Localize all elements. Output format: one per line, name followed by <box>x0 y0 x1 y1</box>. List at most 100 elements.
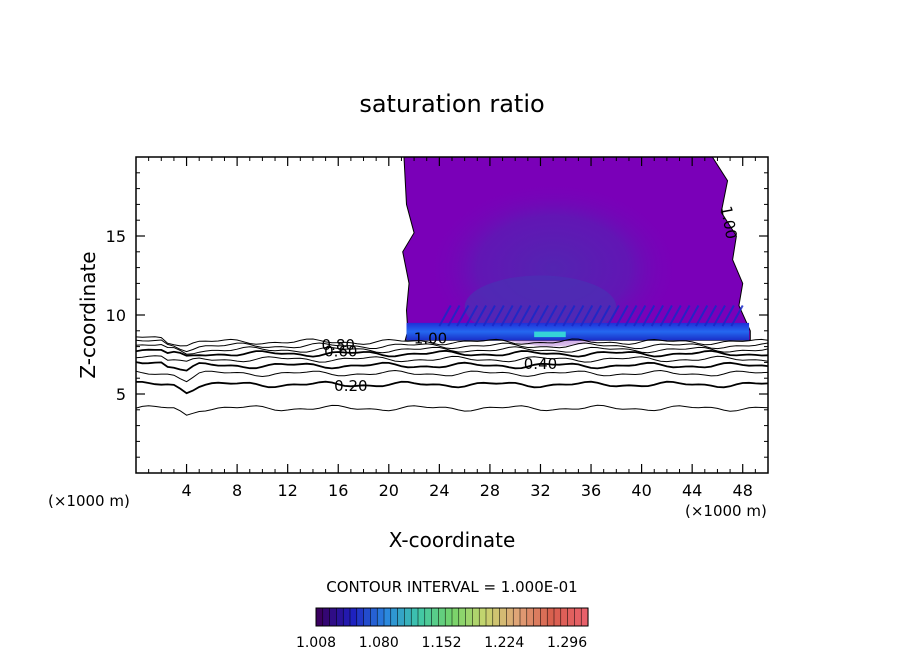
colorbar-swatch <box>472 607 480 627</box>
cloud-streak <box>571 305 585 327</box>
cloud-streak <box>721 305 735 327</box>
colorbar-swatch <box>485 607 494 627</box>
contour-label: 0.40 <box>524 355 557 373</box>
cloud-streak <box>668 305 682 327</box>
cloud-streak <box>544 305 558 327</box>
x-tick-label: 48 <box>733 481 753 500</box>
cloud-streak <box>588 305 603 327</box>
colorbar-swatch <box>458 607 467 627</box>
colorbar-swatch <box>349 607 358 627</box>
colorbar-swatch <box>383 607 392 627</box>
colorbar-swatch <box>322 607 331 627</box>
cloud-streak <box>509 305 523 327</box>
cloud-streak <box>659 305 673 327</box>
colorbar <box>315 607 589 627</box>
cloud-base-band <box>406 322 750 341</box>
contour-label: 0.60 <box>324 342 357 360</box>
cloud-streak <box>633 305 647 327</box>
colorbar-frame <box>315 607 589 627</box>
cloud-streak <box>465 305 479 327</box>
colorbar-swatch <box>567 607 575 627</box>
colorbar-swatch <box>397 607 405 627</box>
colorbar-swatch <box>574 607 582 627</box>
colorbar-swatch <box>417 607 426 627</box>
cloud-streak <box>518 305 532 327</box>
contour-label: 0.20 <box>334 377 367 395</box>
colorbar-swatch <box>553 607 562 627</box>
contour-lines <box>136 336 768 416</box>
contour-line <box>136 369 768 383</box>
colorbar-swatch <box>465 607 473 627</box>
contour-line <box>136 404 768 416</box>
contour-line <box>136 336 768 347</box>
colorbar-swatch <box>424 607 433 627</box>
cloud-streak <box>615 305 629 327</box>
colorbar-swatch <box>410 607 419 627</box>
colorbar-swatch <box>329 607 337 627</box>
cloud-streak <box>695 305 709 327</box>
x-tick-label: 8 <box>232 481 242 500</box>
contour-labels: 0.20 0.40 0.600.80 1.00 1.00 <box>322 204 741 395</box>
cloud-streak <box>482 305 496 327</box>
y-tick-label: 15 <box>106 227 126 246</box>
x-tick-label: 12 <box>278 481 298 500</box>
contour-line <box>136 348 768 358</box>
x-tick-label: 4 <box>181 481 191 500</box>
plot-area <box>136 157 768 416</box>
colorbar-swatch <box>363 607 371 627</box>
colorbar-swatch <box>444 607 453 627</box>
y-tick-label: 5 <box>116 385 126 404</box>
colorbar-swatch <box>546 607 555 627</box>
colorbar-swatch <box>356 607 365 627</box>
cloud-streak <box>553 305 567 327</box>
chart-title: saturation ratio <box>359 90 544 118</box>
colorbar-swatch <box>404 607 412 627</box>
cloud-streak <box>730 305 744 327</box>
contour-label: 1.00 <box>414 330 447 348</box>
x-tick-label: 28 <box>480 481 500 500</box>
cloud-base-maximum <box>534 331 566 338</box>
saturated-region <box>402 157 751 347</box>
colorbar-swatch <box>560 607 569 627</box>
contour-line <box>136 343 768 355</box>
x-axis-ticks: 4 8 12 16 20 24 28 32 36 40 44 48 <box>148 157 756 500</box>
y-axis-ticks: 5 10 15 <box>106 172 768 458</box>
x-tick-label: 44 <box>682 481 702 500</box>
cloud-streak <box>686 305 700 327</box>
cloud-streak <box>624 305 638 327</box>
colorbar-swatch <box>526 607 535 627</box>
cloud-streak <box>438 305 452 327</box>
colorbar-tick-label: 1.224 <box>484 635 524 651</box>
contour-line <box>136 361 768 372</box>
colorbar-swatch <box>580 607 589 627</box>
cloud-streak <box>597 305 611 327</box>
x-unit-label-left: (×1000 m) <box>48 492 130 510</box>
colorbar-swatch <box>336 607 344 627</box>
contour-interval-text: CONTOUR INTERVAL = 1.000E-01 <box>326 578 577 596</box>
colorbar-swatch <box>533 607 541 627</box>
contour-line <box>136 355 768 363</box>
cloud-streak <box>473 305 488 327</box>
cloud-streak <box>447 305 461 327</box>
colorbar-swatch <box>519 607 528 627</box>
x-axis-label: X-coordinate <box>389 528 516 552</box>
colorbar-swatch <box>315 607 324 627</box>
cloud-streak <box>703 305 718 327</box>
colorbar-swatch <box>451 607 460 627</box>
colorbar-swatch <box>492 607 501 627</box>
colorbar-swatch <box>506 607 514 627</box>
colorbar-tick-label: 1.296 <box>547 635 587 651</box>
cloud-streak <box>650 305 664 327</box>
cloud-streak <box>641 305 656 327</box>
cloud-streak <box>562 305 576 327</box>
colorbar-swatch <box>431 607 439 627</box>
colorbar-swatch <box>478 607 487 627</box>
x-tick-label: 32 <box>530 481 550 500</box>
colorbar-tick-labels: 1.008 1.080 1.152 1.224 1.296 <box>296 635 587 651</box>
cloud-streak <box>491 305 505 327</box>
colorbar-tick-label: 1.080 <box>359 635 399 651</box>
colorbar-swatch <box>499 607 507 627</box>
x-tick-label: 40 <box>631 481 651 500</box>
cloud-streak <box>526 305 541 327</box>
